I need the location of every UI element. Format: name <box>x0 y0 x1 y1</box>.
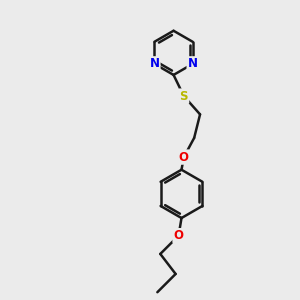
Text: S: S <box>180 90 188 103</box>
Text: N: N <box>188 57 198 70</box>
Text: N: N <box>149 57 159 70</box>
Text: O: O <box>179 151 189 164</box>
Text: O: O <box>174 229 184 242</box>
